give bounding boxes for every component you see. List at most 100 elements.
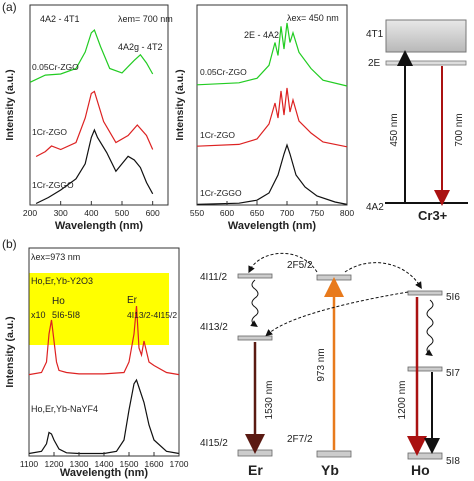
xtick-label: 600 [220,208,234,218]
xtick-label: 1400 [95,459,114,469]
ho-ion-label: Ho [411,462,430,478]
er-arrow-label: 1530 nm [264,381,275,420]
left-plot-curves [29,28,154,205]
middle-series-label-1: 0.05Cr-ZGO [200,67,247,77]
cr-level-diagram: 4T1 2E 4A2 450 nm 700 nm Cr3+ [366,19,468,223]
ho-level-label-3: 5I8 [446,456,460,467]
inset-scale-label: x10 [31,310,46,320]
cr-ion-label: Cr3+ [418,208,448,223]
left-series-label-2: 1Cr-ZGO [32,127,67,137]
er-level-label-2: 4I13/2 [200,322,228,333]
et-yb-to-ho [344,262,422,289]
middle-plot-curves [196,22,348,205]
ho-level-label-1: 5I6 [446,292,460,303]
panel-b-top-sample: Ho,Er,Yb-Y2O3 [31,276,93,286]
series-line-3 [35,128,154,205]
et-yb-to-er [248,252,318,274]
left-series-label-3: 1Cr-ZGGO [32,180,74,190]
er-transition-label: 4I13/2-4I15/2 [127,310,177,320]
yb-level-2f5-2 [316,274,352,281]
arrow-450nm-label: 450 nm [389,113,400,146]
xtick-label: 300 [54,208,68,218]
series-line-2 [196,87,348,148]
middle-excitation-label: λex= 450 nm [287,13,339,23]
xtick-label: 500 [115,208,129,218]
yb-level-2f7-2 [316,450,352,458]
ho-peak-label: Ho [52,296,65,307]
middle-series-label-2: 1Cr-ZGO [200,130,235,140]
ho-level-5i6 [407,290,443,296]
er-wavy-relaxation [250,279,259,327]
middle-plot-xticks: 550 600 650 700 750 800 [190,201,354,218]
level-2e [385,60,467,66]
panel-b-excitation: λex=973 nm [31,252,80,262]
xtick-label: 1300 [70,459,89,469]
ho-arrow-label: 1200 nm [397,381,408,420]
ho-level-label-2: 5I7 [446,368,460,379]
ho-level-5i7 [407,366,443,372]
series-line-1 [196,22,348,87]
xtick-label: 1600 [145,459,164,469]
middle-plot-xlabel: Wavelength (nm) [228,220,317,232]
arrow-700nm-label: 700 nm [454,113,465,146]
ho-transition-label: 5I6-5I8 [52,310,80,320]
er-peak-label: Er [127,295,138,306]
middle-series-label-3: 1Cr-ZGGO [200,188,242,198]
er-level-4i11-2 [237,273,273,279]
left-transition-label-2: 4A2g - 4T2 [118,42,163,52]
er-ion-label: Er [248,462,263,478]
ho-wavy-relaxation [425,299,434,356]
series-line-3 [196,143,348,205]
series-line-1 [28,305,180,376]
panel-b-xlabel: Wavelength (nm) [60,467,149,479]
et-ho-to-er [265,291,409,337]
xtick-label: 600 [146,208,160,218]
left-excitation-label: λem= 700 nm [118,14,173,24]
panel-b-label: (b) [2,237,17,251]
xtick-label: 200 [23,208,37,218]
series-line-2 [35,90,154,158]
left-plot-xticks: 200 300 400 500 600 [23,201,160,218]
xtick-label: 1700 [170,459,189,469]
er-level-4i13-2 [237,335,273,341]
xtick-label: 1200 [45,459,64,469]
band-4t1 [385,19,467,53]
series-line-1 [29,28,154,83]
left-transition-label-1: 4A2 - 4T1 [40,14,80,24]
er-level-label-1: 4I11/2 [200,272,227,283]
left-plot-xlabel: Wavelength (nm) [55,220,144,232]
yb-arrow-label: 973 nm [316,348,327,381]
xtick-label: 750 [310,208,324,218]
ho-level-5i8 [407,452,443,460]
left-series-label-1: 0.05Cr-ZGO [32,62,79,72]
xtick-label: 800 [340,208,354,218]
panel-b-ylabel: Intensity (a.u.) [4,316,16,387]
panel-a-left-plot: Intensity (a.u.) Wavelength (nm) 200 300 4… [4,4,173,232]
er-level-label-3: 4I15/2 [200,438,228,449]
yb-level-label-2: 2F7/2 [287,434,313,445]
xtick-label: 1100 [20,459,39,469]
middle-transition-label: 2E - 4A2 [244,30,279,40]
panel-b-bottom-sample: Ho,Er,Yb-NaYF4 [31,404,98,414]
level-4a2-label: 4A2 [366,202,384,213]
er-level-4i15-2 [237,449,273,457]
level-4t1-label: 4T1 [366,29,384,40]
xtick-label: 1500 [120,459,139,469]
middle-plot-ylabel: Intensity (a.u.) [174,69,186,140]
xtick-label: 700 [280,208,294,218]
xtick-label: 550 [190,208,204,218]
panel-b-curves [28,305,180,455]
panel-b-plot: Intensity (a.u.) Wavelength (nm) 1100 120… [4,247,189,479]
series-line-2 [28,378,180,455]
panel-b-xticks: 1100 1200 1300 1400 1500 1600 1700 [20,452,189,469]
left-plot-ylabel: Intensity (a.u.) [4,69,16,140]
level-2e-label: 2E [368,58,381,69]
xtick-label: 650 [250,208,264,218]
yb-level-label-1: 2F5/2 [287,260,313,271]
xtick-label: 400 [84,208,98,218]
panel-a-label: (a) [2,0,17,14]
panel-a-middle-plot: Intensity (a.u.) Wavelength (nm) 550 600 6… [174,4,354,232]
yb-ion-label: Yb [321,462,339,478]
ho-highlight-box [29,273,169,345]
